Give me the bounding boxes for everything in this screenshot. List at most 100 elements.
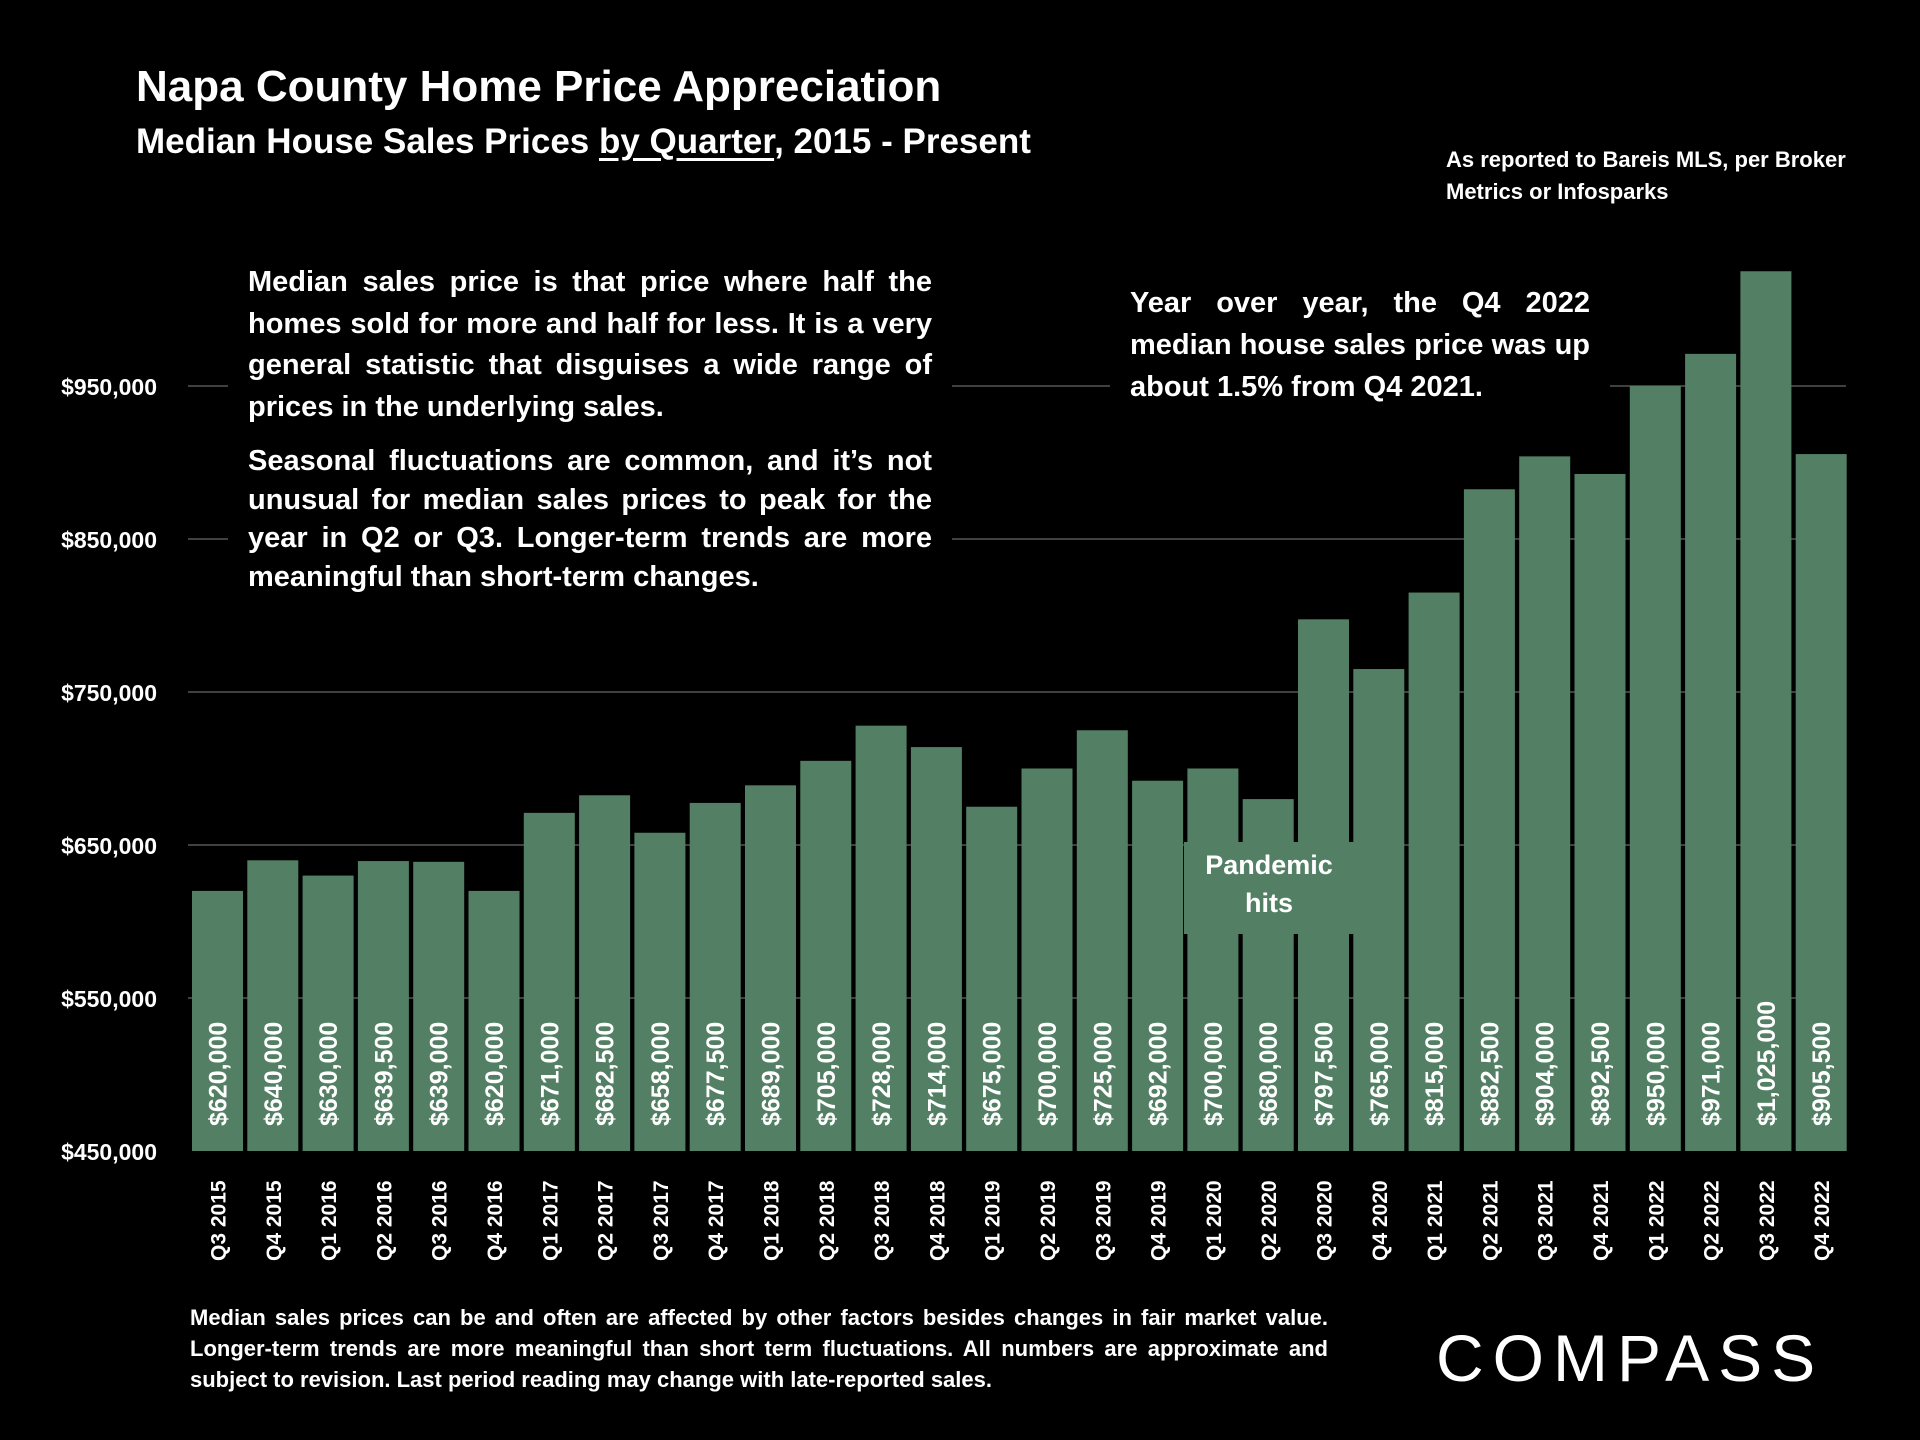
x-tick-label: Q1 2016	[318, 1180, 341, 1261]
bar	[523, 812, 575, 1151]
data-label: $728,000	[868, 1022, 896, 1126]
x-tick-label: Q3 2022	[1756, 1180, 1779, 1261]
y-tick-label: $950,000	[61, 374, 157, 400]
compass-logo: COMPASS	[1436, 1321, 1825, 1395]
data-label: $892,500	[1587, 1022, 1615, 1126]
x-tick-label: Q1 2022	[1645, 1180, 1668, 1261]
bar	[634, 832, 686, 1151]
data-label: $682,500	[592, 1022, 620, 1126]
y-tick-label: $550,000	[61, 986, 157, 1012]
x-tick-label: Q3 2021	[1535, 1180, 1558, 1261]
bar	[192, 890, 243, 1151]
bar	[1574, 473, 1626, 1152]
x-tick-label: Q1 2021	[1424, 1180, 1447, 1261]
bar	[413, 861, 465, 1151]
data-label: $689,000	[758, 1022, 786, 1126]
x-tick-label: Q4 2021	[1590, 1180, 1613, 1261]
x-tick-label: Q4 2019	[1148, 1180, 1171, 1261]
data-label: $658,000	[647, 1022, 675, 1126]
chart-title: Napa County Home Price Appreciation	[136, 62, 942, 111]
bar	[1629, 386, 1681, 1151]
bar	[800, 760, 852, 1151]
data-label: $714,000	[923, 1022, 951, 1126]
bar	[247, 860, 299, 1151]
bar	[1132, 780, 1184, 1151]
chart-subtitle: Median House Sales Prices by Quarter, 20…	[136, 122, 1031, 162]
median-explanation-note: Median sales price is that price where h…	[228, 262, 952, 596]
bar	[1740, 271, 1792, 1151]
x-tick-label: Q2 2018	[816, 1180, 839, 1261]
data-label: $882,500	[1476, 1022, 1504, 1126]
x-tick-label: Q3 2017	[650, 1180, 673, 1261]
x-tick-label: Q2 2019	[1037, 1180, 1060, 1261]
median-definition-text: Median sales price is that price where h…	[248, 266, 932, 423]
data-label: $765,000	[1366, 1022, 1394, 1126]
bar	[910, 747, 962, 1151]
pandemic-annotation: Pandemic hits	[1184, 842, 1354, 934]
data-label: $620,000	[481, 1022, 509, 1126]
subtitle-part-1: Median House Sales Prices	[136, 122, 599, 161]
x-tick-label: Q4 2020	[1369, 1180, 1392, 1261]
bar	[1463, 489, 1515, 1151]
data-label: $675,000	[979, 1022, 1007, 1126]
bar	[302, 875, 354, 1151]
bar	[966, 806, 1018, 1151]
bar	[579, 795, 631, 1151]
x-tick-label: Q1 2017	[539, 1180, 562, 1261]
bar	[1795, 454, 1847, 1152]
data-label: $815,000	[1421, 1022, 1449, 1126]
x-tick-label: Q2 2020	[1258, 1180, 1281, 1261]
x-tick-label: Q2 2021	[1479, 1180, 1502, 1261]
x-tick-label: Q4 2016	[484, 1180, 507, 1261]
bar	[1408, 592, 1460, 1151]
x-tick-label: Q3 2019	[1092, 1180, 1115, 1261]
x-tick-label: Q4 2022	[1811, 1180, 1834, 1261]
bar	[1685, 353, 1737, 1151]
y-tick-label: $850,000	[61, 527, 157, 553]
x-tick-label: Q1 2018	[761, 1180, 784, 1261]
data-label: $692,000	[1145, 1022, 1173, 1126]
x-tick-label: Q2 2022	[1701, 1180, 1724, 1261]
data-label: $630,000	[315, 1022, 343, 1126]
data-label: $905,500	[1808, 1022, 1836, 1126]
subtitle-part-2: , 2015 - Present	[774, 122, 1031, 161]
data-label: $639,000	[426, 1022, 454, 1126]
x-tick-label: Q1 2020	[1203, 1180, 1226, 1261]
bar	[468, 890, 520, 1151]
data-label: $639,500	[370, 1022, 398, 1126]
yoy-note: Year over year, the Q4 2022 median house…	[1110, 282, 1610, 420]
y-tick-label: $750,000	[61, 680, 157, 706]
data-label: $705,000	[813, 1022, 841, 1126]
data-label: $640,000	[260, 1022, 288, 1126]
x-tick-label: Q3 2016	[429, 1180, 452, 1261]
data-label: $971,000	[1698, 1022, 1726, 1126]
data-label: $680,000	[1255, 1022, 1283, 1126]
data-label: $950,000	[1642, 1022, 1670, 1126]
x-tick-label: Q2 2017	[595, 1180, 618, 1261]
data-label: $700,000	[1034, 1022, 1062, 1126]
data-label: $700,000	[1200, 1022, 1228, 1126]
data-label: $620,000	[205, 1022, 233, 1126]
bar	[1187, 768, 1239, 1151]
data-label: $1,025,000	[1753, 1001, 1781, 1126]
x-tick-label: Q4 2018	[926, 1180, 949, 1261]
footnote: Median sales prices can be and often are…	[190, 1305, 1328, 1392]
bar	[357, 861, 409, 1151]
data-label: $677,500	[702, 1022, 730, 1126]
bar	[745, 785, 796, 1151]
bar	[689, 802, 741, 1151]
data-label: $797,500	[1311, 1022, 1339, 1126]
data-label: $904,000	[1532, 1022, 1560, 1126]
bar	[855, 725, 907, 1151]
bar	[1353, 669, 1405, 1151]
y-tick-label: $450,000	[61, 1139, 157, 1165]
x-tick-label: Q4 2015	[263, 1180, 286, 1261]
subtitle-underlined: by Quarter	[598, 122, 775, 161]
y-tick-label: $650,000	[61, 833, 157, 859]
x-tick-label: Q3 2018	[871, 1180, 894, 1261]
seasonal-fluctuation-text: Seasonal fluctuations are common, and it…	[248, 445, 932, 593]
data-label: $671,000	[536, 1022, 564, 1126]
x-tick-label: Q2 2016	[373, 1180, 396, 1261]
bar	[1076, 730, 1128, 1151]
